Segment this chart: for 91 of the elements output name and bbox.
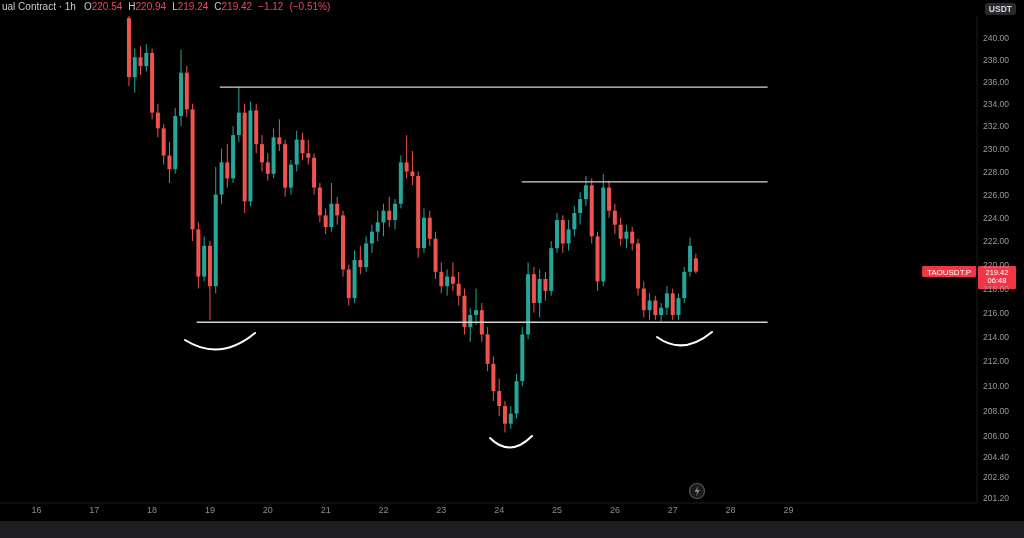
candlestick (167, 141, 172, 184)
y-tick-label: 228.00 (983, 166, 1010, 177)
y-tick-label: 202.80 (983, 472, 1010, 483)
x-tick-label: 17 (89, 505, 100, 516)
candlestick (427, 210, 432, 247)
x-tick-label: 29 (783, 505, 794, 516)
candlestick (653, 295, 658, 321)
y-tick-label: 232.00 (983, 121, 1010, 132)
candlestick (676, 292, 681, 321)
candlestick (369, 224, 374, 254)
y-tick-label: 204.40 (983, 451, 1010, 462)
y-tick-label: 234.00 (983, 98, 1010, 109)
candlestick (607, 180, 612, 219)
y-tick-label: 238.00 (983, 54, 1010, 65)
candlestick (566, 219, 571, 252)
candlestick (450, 261, 455, 292)
x-tick-label: 19 (204, 505, 215, 516)
candlestick (693, 253, 698, 275)
y-tick-label: 222.00 (983, 236, 1010, 247)
candlestick (543, 271, 548, 302)
candlestick (375, 210, 380, 242)
annotation: TAOUSDT.P (926, 267, 972, 277)
x-tick-label: 16 (31, 505, 42, 516)
candlestick (381, 203, 386, 237)
candlestick (537, 268, 542, 318)
y-tick-label: 210.00 (983, 381, 1010, 392)
candlestick (144, 43, 149, 73)
candlestick (288, 159, 293, 195)
candlestick (387, 196, 392, 228)
y-tick-label: 236.00 (983, 76, 1010, 87)
x-tick-label: 26 (609, 505, 620, 516)
y-tick-label: 226.00 (983, 189, 1010, 200)
x-tick-label: 27 (667, 505, 678, 516)
candlestick (404, 134, 409, 179)
x-tick-label: 21 (320, 505, 331, 516)
candlestick (624, 224, 629, 249)
candlestick (300, 132, 305, 161)
candlestick (138, 45, 143, 76)
candlestick (236, 86, 241, 143)
candlestick (578, 191, 583, 226)
x-tick-label: 25 (552, 505, 563, 516)
candlestick (329, 182, 334, 233)
x-tick-label: 28 (725, 505, 736, 516)
candlestick (155, 103, 160, 138)
x-tick-label: 20 (262, 505, 273, 516)
y-tick-label: 240.00 (983, 32, 1010, 43)
y-tick-label: 230.00 (983, 143, 1010, 154)
candlestick (306, 139, 311, 166)
y-axis-title: USDT (984, 3, 1016, 15)
candlestick (647, 292, 652, 321)
candlestick (560, 214, 565, 254)
candlestick (659, 302, 664, 322)
candlestick (132, 48, 137, 94)
candlestick (641, 280, 646, 318)
y-tick-label: 214.00 (983, 331, 1010, 342)
candlestick (323, 207, 328, 235)
y-tick-label: 224.00 (983, 212, 1010, 223)
candlestick (456, 271, 461, 306)
candlestick (265, 152, 270, 182)
candlestick (393, 198, 398, 230)
candlestick (468, 307, 473, 343)
candlestick (335, 196, 340, 226)
candlestick (670, 288, 675, 321)
y-tick-label: 212.00 (983, 356, 1010, 367)
chart-title: ual Contract · 1h (2, 1, 76, 12)
y-tick-label: 208.00 (983, 406, 1010, 417)
x-tick-label: 23 (436, 505, 447, 516)
y-tick-label: 206.00 (983, 431, 1010, 442)
chart-subtitle: O220.54 H220.94 L219.24 C219.42 −1.12 (−0.51%) (83, 1, 331, 12)
candlestick (445, 268, 450, 297)
candlestick (474, 288, 479, 326)
candlestick (364, 235, 369, 273)
candlestick (664, 285, 669, 316)
candlestick (630, 226, 635, 252)
x-tick-label: 22 (378, 505, 389, 516)
y-tick-label: 216.00 (983, 307, 1010, 318)
candlestick (612, 203, 617, 235)
candlestick (497, 378, 502, 417)
y-tick-label: 201.20 (983, 492, 1010, 503)
candlestick (260, 134, 265, 172)
candlestick (277, 118, 282, 152)
candlestick (618, 217, 623, 247)
x-tick-label: 24 (494, 505, 505, 516)
candlestick (508, 405, 513, 430)
candlestick (225, 143, 230, 189)
candlestick (439, 261, 444, 294)
x-tick-label: 18 (147, 505, 158, 516)
candlestick (572, 205, 577, 237)
candlestick (502, 400, 507, 433)
candlestick (358, 245, 363, 275)
candlestick (583, 175, 588, 207)
